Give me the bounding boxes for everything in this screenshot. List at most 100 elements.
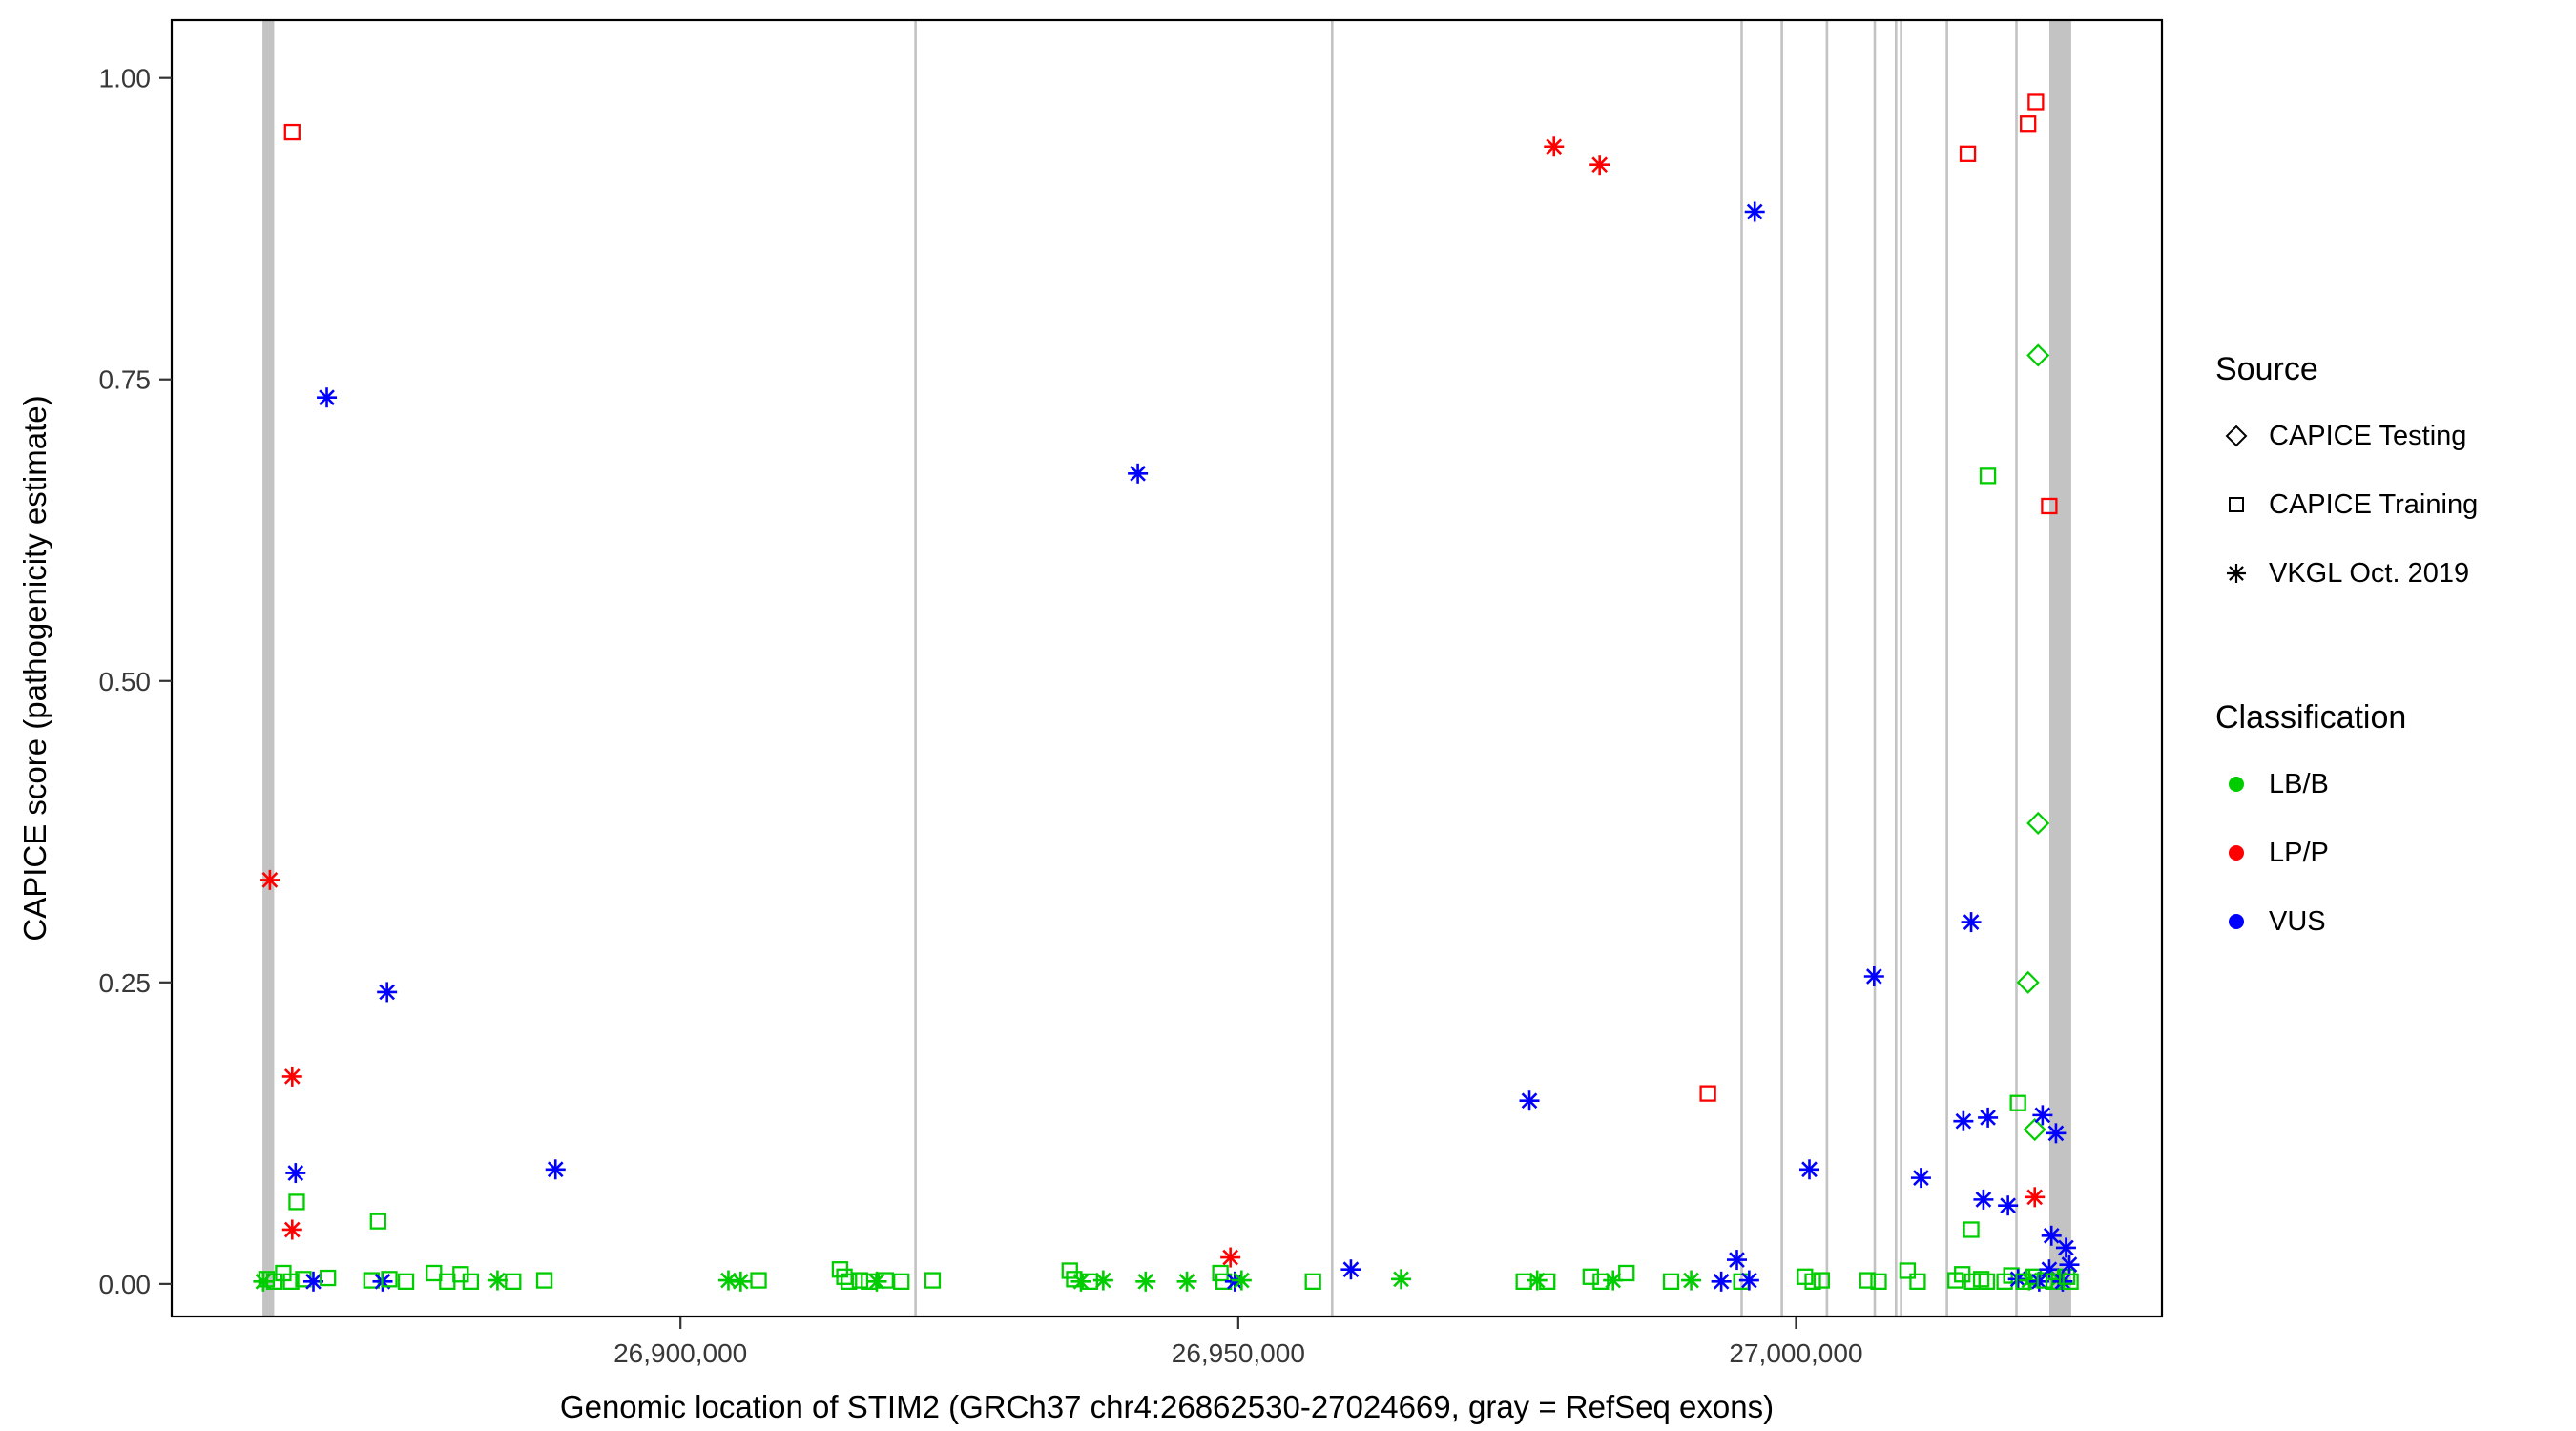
legend: Source CAPICE Testing CAPICE Training VKGL… — [2215, 351, 2559, 956]
exon-band — [1780, 20, 1783, 1317]
legend-icon-wrap — [2215, 552, 2257, 594]
data-point — [2027, 93, 2045, 111]
data-point — [2026, 343, 2050, 367]
data-point — [535, 1272, 553, 1289]
x-tick-label: 27,000,000 — [1729, 1338, 1862, 1368]
legend-item-vkgl: VKGL Oct. 2019 — [2215, 539, 2559, 608]
square-icon — [2229, 497, 2244, 512]
data-point — [2055, 1237, 2076, 1258]
x-axis-title: Genomic location of STIM2 (GRCh37 chr4:2… — [560, 1389, 1774, 1424]
data-point — [1859, 1272, 1876, 1289]
data-point — [1582, 1268, 1599, 1285]
data-point — [1963, 1221, 1980, 1238]
legend-classification-group: Classification LB/B LP/P VUS — [2215, 699, 2559, 956]
legend-item-testing: CAPICE Testing — [2215, 402, 2559, 470]
data-point — [1070, 1271, 1091, 1292]
data-point — [2025, 1187, 2046, 1208]
asterisk-icon — [2227, 564, 2246, 583]
data-point — [545, 1159, 566, 1180]
data-point — [877, 1272, 894, 1289]
data-point — [1909, 1273, 1926, 1290]
x-tick-label: 26,900,000 — [613, 1338, 747, 1368]
data-point — [2058, 1268, 2076, 1285]
legend-item-label: LP/P — [2269, 837, 2329, 868]
data-point — [1092, 1270, 1113, 1291]
data-point — [1340, 1259, 1361, 1280]
data-point — [2026, 811, 2050, 836]
x-tick-label: 26,950,000 — [1172, 1338, 1305, 1368]
data-point — [1135, 1271, 1156, 1292]
legend-source-items: CAPICE Testing CAPICE Training VKGL Oct. 2… — [2215, 402, 2559, 608]
data-point — [1176, 1271, 1197, 1292]
data-point — [439, 1273, 456, 1290]
data-point — [1128, 463, 1149, 484]
data-point — [1681, 1270, 1702, 1291]
data-point — [841, 1273, 858, 1290]
exon-band — [1825, 20, 1829, 1317]
data-point — [1813, 1272, 1831, 1289]
data-point — [2032, 1105, 2053, 1126]
data-point — [1711, 1271, 1732, 1292]
data-point — [317, 387, 338, 408]
legend-icon-wrap — [2215, 484, 2257, 526]
data-point — [1589, 155, 1610, 176]
data-point — [2059, 1255, 2080, 1275]
exon-band — [1945, 20, 1948, 1317]
y-tick-label: 1.00 — [99, 64, 152, 93]
data-point — [2023, 1117, 2046, 1142]
data-point — [1799, 1159, 1820, 1180]
data-point — [1391, 1269, 1412, 1290]
legend-item-label: VUS — [2269, 905, 2326, 937]
data-point — [1870, 1273, 1887, 1290]
data-point — [1727, 1250, 1748, 1271]
data-point — [2062, 1273, 2079, 1290]
exon-band — [914, 20, 917, 1317]
legend-icon-wrap — [2215, 763, 2257, 805]
data-point — [836, 1268, 853, 1285]
data-point — [2020, 115, 2037, 133]
data-point — [505, 1273, 522, 1290]
data-point — [924, 1272, 942, 1289]
data-point — [1899, 1262, 1917, 1279]
data-point — [285, 1163, 306, 1184]
data-point — [1212, 1264, 1229, 1282]
data-point — [1603, 1270, 1624, 1291]
exon-band — [1740, 20, 1743, 1317]
data-point — [1910, 1168, 1931, 1189]
legend-source-group: Source CAPICE Testing CAPICE Training VKGL… — [2215, 351, 2559, 608]
y-tick-label: 0.00 — [99, 1270, 152, 1299]
legend-icon-wrap — [2215, 901, 2257, 943]
data-point — [1539, 1273, 1556, 1290]
data-point — [893, 1273, 910, 1290]
panel-border — [170, 18, 2164, 1318]
data-point — [260, 869, 280, 890]
legend-source-title: Source — [2215, 351, 2318, 387]
data-point — [2025, 1268, 2043, 1285]
data-point — [1961, 912, 1982, 933]
data-point — [281, 1066, 302, 1087]
data-point — [2046, 1123, 2067, 1144]
data-point — [2016, 970, 2040, 994]
data-point — [1544, 136, 1565, 157]
data-point — [282, 1273, 300, 1290]
data-point — [1527, 1270, 1548, 1291]
data-point — [1998, 1195, 2019, 1216]
exon-band — [1900, 20, 1902, 1317]
circle-icon — [2229, 777, 2244, 792]
data-point — [1959, 145, 1977, 162]
data-point — [1804, 1273, 1821, 1290]
legend-item-lb-b: LB/B — [2215, 750, 2559, 819]
y-tick-label: 0.25 — [99, 968, 152, 998]
data-point — [283, 123, 301, 141]
data-point — [288, 1193, 305, 1211]
data-point — [369, 1213, 386, 1230]
data-point — [2041, 1225, 2062, 1246]
exon-band — [262, 20, 275, 1317]
legend-item-label: VKGL Oct. 2019 — [2269, 557, 2470, 589]
legend-item-training: CAPICE Training — [2215, 470, 2559, 539]
data-point — [1978, 1107, 1999, 1128]
data-point — [426, 1264, 443, 1282]
data-point — [265, 1273, 283, 1290]
